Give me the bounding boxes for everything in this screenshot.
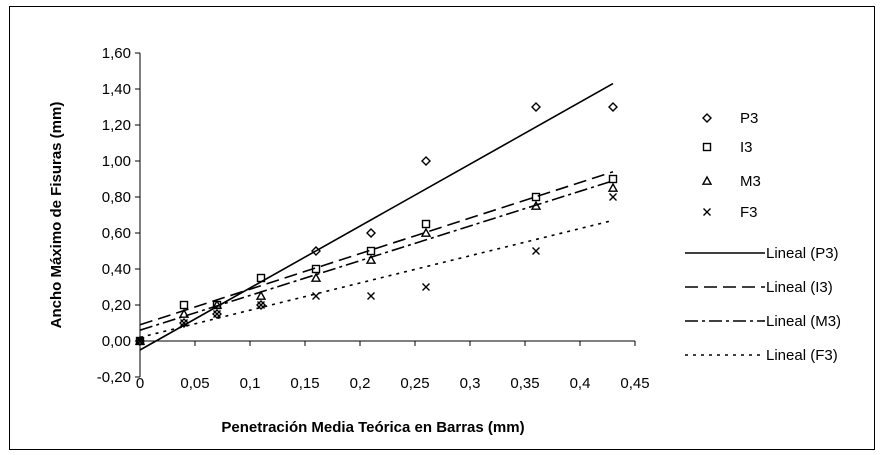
data-point-i3 — [366, 246, 376, 256]
x-axis-title: Penetración Media Teórica en Barras (mm) — [221, 419, 524, 436]
y-tick-label: 1,20 — [102, 117, 131, 134]
y-axis-title: Ancho Máximo de Fisuras (mm) — [48, 102, 65, 329]
data-point-m3 — [607, 182, 619, 192]
x-tick-label: 0,05 — [180, 375, 209, 392]
x-tick-label: 0,4 — [570, 375, 591, 392]
data-point-m3 — [211, 299, 223, 309]
y-tick-label: 0,80 — [102, 189, 131, 206]
x-tick-label: 0,15 — [290, 375, 319, 392]
data-point-m3 — [178, 308, 190, 318]
x-tick-label: 0,2 — [350, 375, 371, 392]
data-point-p3 — [608, 102, 618, 112]
legend-label-i3: I3 — [740, 139, 753, 156]
data-point-p3 — [311, 246, 321, 256]
legend-label-trendline: Lineal (F3) — [766, 347, 838, 364]
data-point-m3 — [420, 227, 432, 237]
y-tick-label: 0,20 — [102, 297, 131, 314]
legend-label-trendline: Lineal (M3) — [766, 313, 841, 330]
data-point-i3 — [179, 300, 189, 310]
x-tick-label: 0,1 — [240, 375, 261, 392]
data-point-f3 — [422, 283, 430, 291]
data-point-i3 — [531, 192, 541, 202]
x-tick-label: 0 — [136, 375, 144, 392]
data-point-f3 — [213, 310, 221, 318]
trendline-lineal-i3 — [139, 171, 614, 326]
data-point-f3 — [312, 292, 320, 300]
data-point-f3 — [136, 337, 144, 345]
x-ticks: 0 0,05 0,1 0,15 0,2 0,25 0,3 0,35 0,4 0,45 — [136, 341, 650, 392]
legend: P3 I3 M3 F3 Lineal (P3) Lineal (I3) Lineal (M3… — [685, 110, 841, 364]
data-point-m3 — [134, 335, 146, 345]
trendline-lineal-m3 — [139, 180, 614, 331]
data-point-f3 — [532, 247, 540, 255]
legend-marker-p3 — [702, 113, 712, 123]
legend-marker-i3 — [702, 142, 712, 152]
legend-label-trendline: Lineal (I3) — [766, 279, 833, 296]
chart-frame — [9, 6, 875, 450]
y-tick-label: 0,60 — [102, 225, 131, 242]
legend-label-p3: P3 — [740, 110, 758, 127]
data-point-p3 — [366, 228, 376, 238]
data-point-i3 — [608, 174, 618, 184]
trendline-lineal-p3 — [139, 82, 614, 351]
x-tick-label: 0,35 — [510, 375, 539, 392]
y-tick-label: -0,20 — [97, 369, 131, 386]
data-point-i3 — [256, 273, 266, 283]
data-point-p3 — [531, 102, 541, 112]
x-tick-label: 0,25 — [400, 375, 429, 392]
legend-label-trendline: Lineal (P3) — [766, 245, 839, 262]
data-point-m3 — [310, 272, 322, 282]
data-point-f3 — [257, 301, 265, 309]
y-tick-label: 1,60 — [102, 45, 131, 62]
legend-label-m3: M3 — [740, 173, 761, 190]
data-point-f3 — [367, 292, 375, 300]
data-points — [134, 102, 619, 346]
x-tick-label: 0,3 — [460, 375, 481, 392]
trendline-lineal-f3 — [139, 219, 614, 339]
data-point-p3 — [421, 156, 431, 166]
legend-marker-f3 — [703, 208, 711, 216]
y-tick-label: 0,00 — [102, 333, 131, 350]
data-point-f3 — [609, 193, 617, 201]
data-point-p3 — [212, 309, 222, 319]
y-ticks: -0,20 0,00 0,20 0,40 0,60 0,80 1,00 1,20 1,40 1,6… — [97, 45, 140, 386]
data-point-p3 — [179, 318, 189, 328]
data-point-f3 — [180, 319, 188, 327]
data-point-m3 — [255, 290, 267, 300]
legend-marker-m3 — [701, 175, 713, 185]
y-tick-label: 0,40 — [102, 261, 131, 278]
y-tick-label: 1,40 — [102, 81, 131, 98]
data-point-m3 — [530, 200, 542, 210]
legend-label-f3: F3 — [740, 204, 758, 221]
data-point-i3 — [421, 219, 431, 229]
data-point-p3 — [256, 300, 266, 310]
y-tick-label: 1,00 — [102, 153, 131, 170]
data-point-i3 — [311, 264, 321, 274]
axes: -0,200,000,200,400,600,801,001,201,401,6… — [97, 45, 650, 392]
x-tick-label: 0,45 — [620, 375, 649, 392]
trendlines — [139, 82, 614, 351]
data-point-m3 — [365, 254, 377, 264]
